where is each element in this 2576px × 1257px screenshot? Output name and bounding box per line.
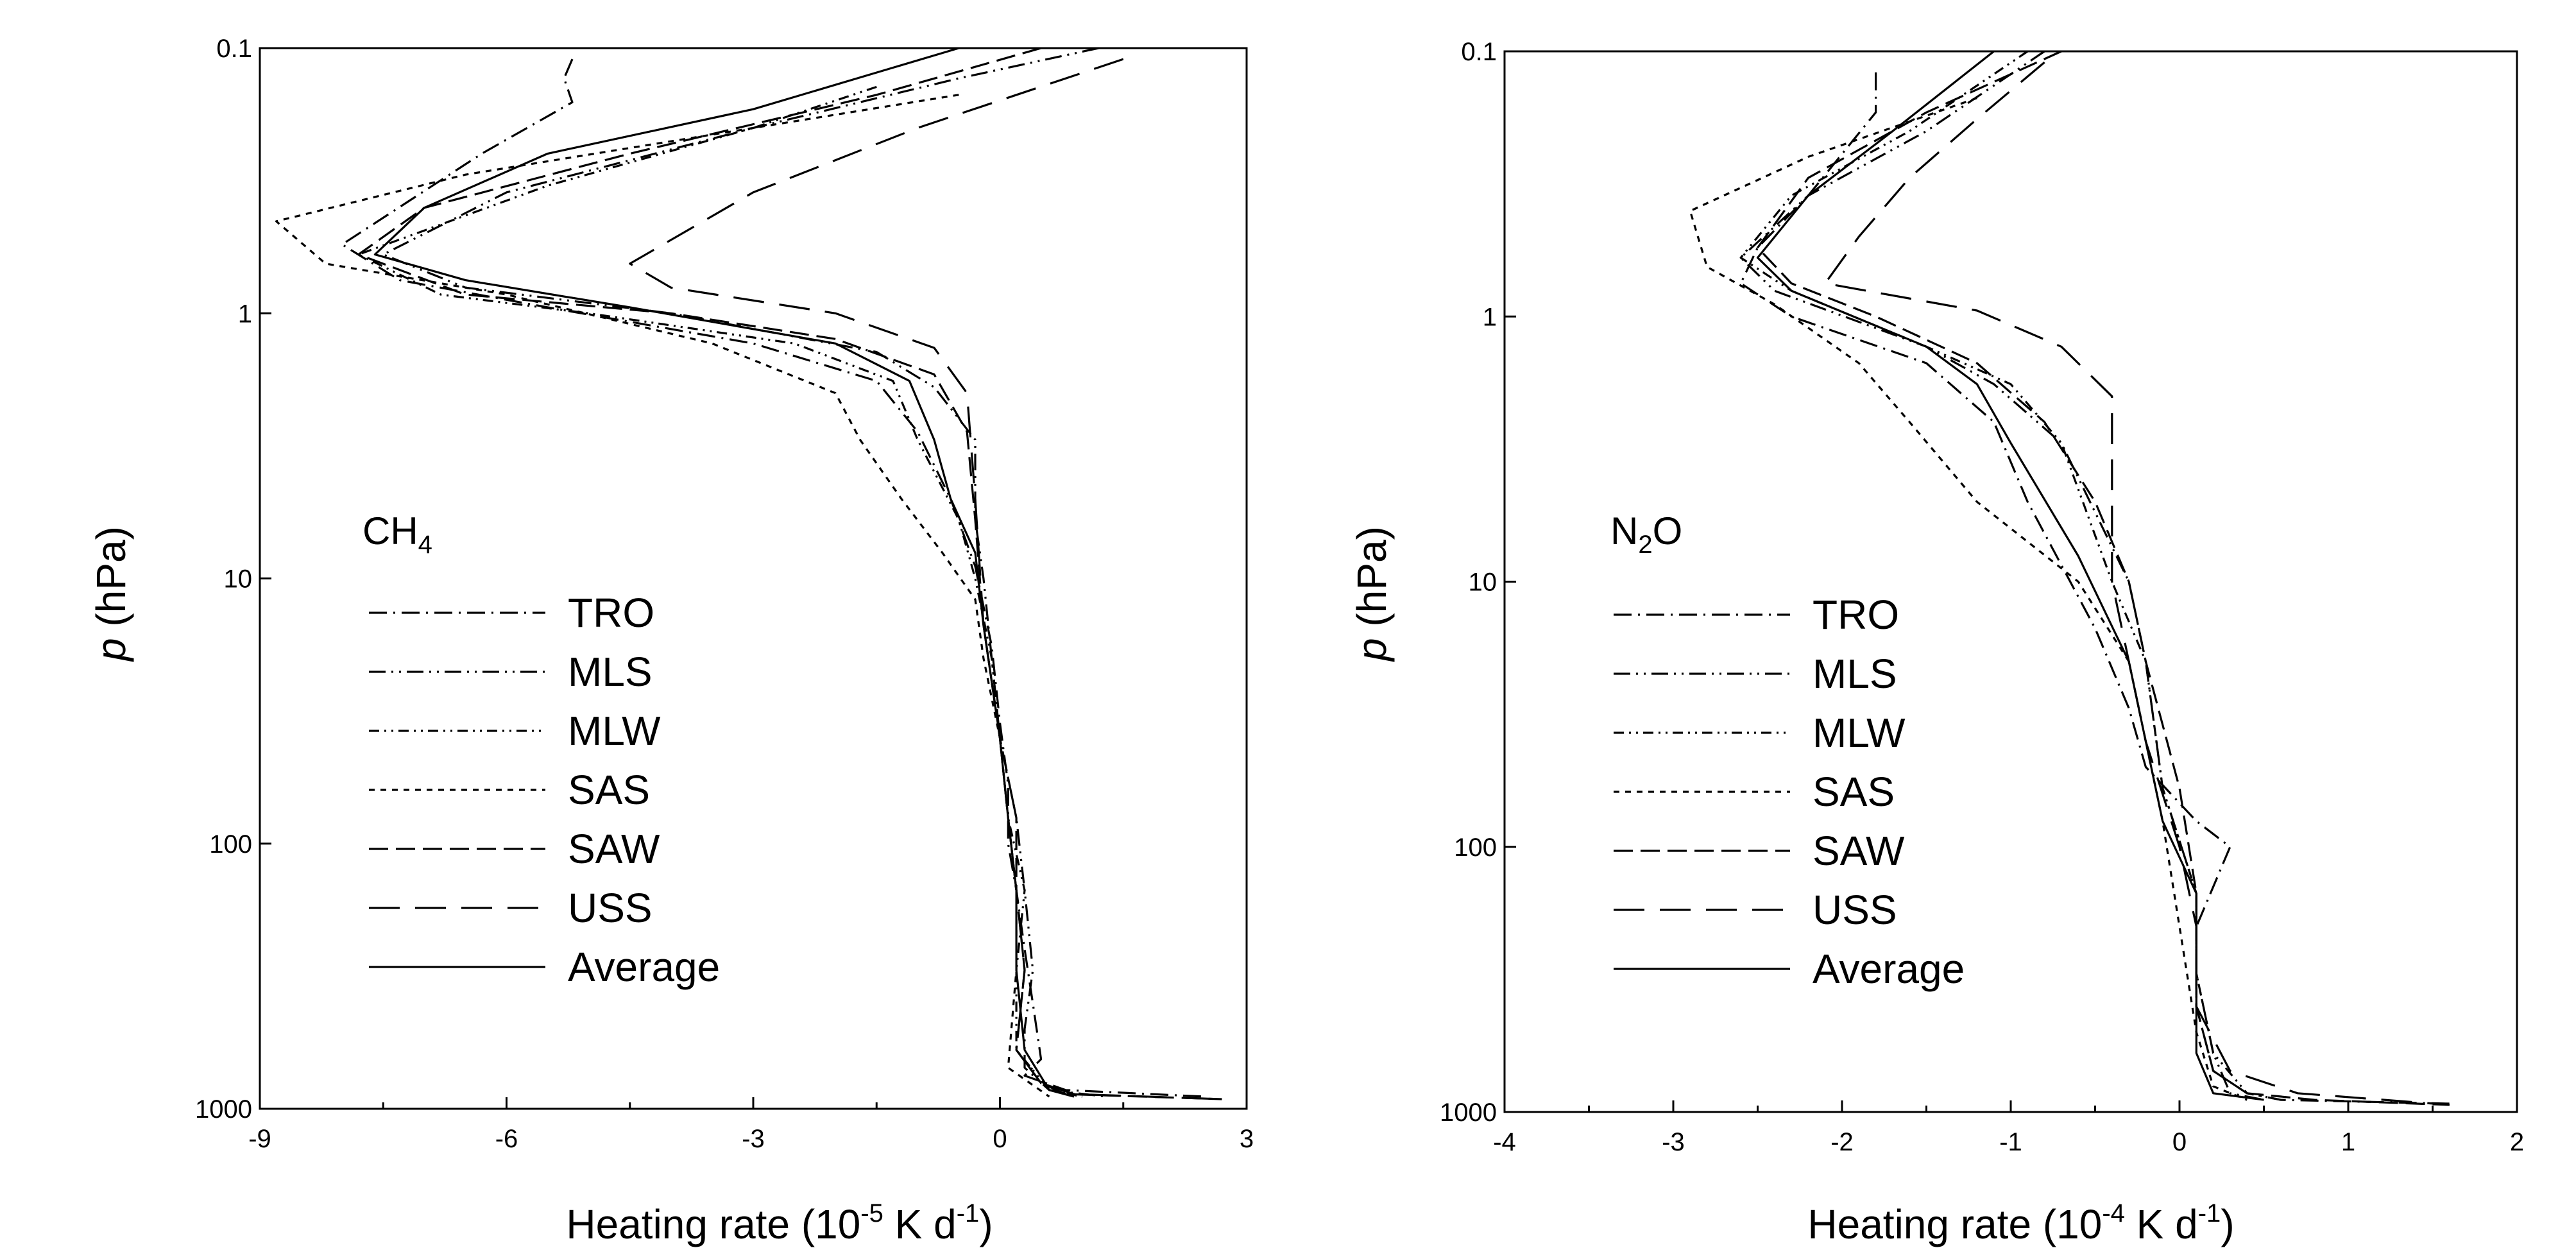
ch4-x-tick-label: -3 [742, 1125, 765, 1153]
ch4-legend-tro-label: TRO [568, 590, 654, 636]
n2o-panel: N2O Heating rate (10-4 K d-1) p (hPa) -4… [1349, 38, 2524, 1247]
n2o-legend-mls-label: MLS [1813, 651, 1897, 697]
n2o-y-tick-label: 1000 [1440, 1099, 1497, 1127]
n2o-y-axis-title: p (hPa) [1349, 526, 1395, 662]
n2o-y-tick-label: 100 [1454, 834, 1497, 862]
n2o-series-uss-line [1824, 61, 2450, 1106]
n2o-x-tick-label: -3 [1662, 1128, 1685, 1156]
n2o-legend-sas-label: SAS [1813, 769, 1895, 815]
ch4-series-mlw-line [357, 85, 1083, 1098]
n2o-legend-saw-label: SAW [1813, 828, 1905, 874]
ch4-y-tick-label: 10 [224, 565, 253, 594]
ch4-series-uss-line [629, 58, 1222, 1100]
ch4-series-average-line [373, 47, 1075, 1098]
ch4-panel: CH4 Heating rate (10-5 K d-1) p (hPa) -9… [88, 35, 1254, 1247]
ch4-legend-mls-label: MLS [568, 649, 653, 695]
n2o-x-tick-label: 0 [2172, 1128, 2187, 1156]
n2o-x-tick-label: 1 [2341, 1128, 2355, 1156]
ch4-legend-mlw-label: MLW [568, 708, 661, 754]
n2o-series-average-line [1756, 50, 2264, 1101]
n2o-legend-average-label: Average [1813, 946, 1965, 992]
ch4-y-axis-title: p (hPa) [88, 526, 134, 662]
n2o-x-tick-label: 2 [2510, 1128, 2524, 1156]
ch4-legend-saw-label: SAW [568, 826, 660, 872]
ch4-x-tick-label: -9 [248, 1125, 271, 1153]
ch4-series-tro-line [341, 58, 1206, 1098]
n2o-x-tick-label: -1 [1999, 1128, 2022, 1156]
ch4-series-mls-line [382, 47, 1107, 1098]
ch4-panel-label: CH4 [363, 509, 432, 559]
n2o-series-mls-line [1739, 50, 2264, 1101]
ch4-x-axis-title: Heating rate (10-5 K d-1) [566, 1199, 993, 1247]
ch4-y-tick-label: 100 [209, 830, 252, 859]
n2o-y-tick-label: 10 [1469, 569, 1497, 597]
n2o-y-tick-label: 1 [1483, 303, 1497, 331]
ch4-legend-sas-label: SAS [568, 767, 650, 813]
n2o-panel-label: N2O [1610, 509, 1682, 559]
n2o-x-tick-label: -4 [1493, 1128, 1516, 1156]
n2o-x-axis-title: Heating rate (10-4 K d-1) [1807, 1199, 2234, 1247]
n2o-series-saw-line [1756, 50, 2450, 1106]
ch4-x-tick-label: 3 [1240, 1125, 1254, 1153]
ch4-x-tick-label: 0 [993, 1125, 1007, 1153]
n2o-legend-mlw-label: MLW [1813, 710, 1906, 756]
ch4-x-tick-label: -6 [495, 1125, 518, 1153]
ch4-y-tick-label: 0.1 [216, 35, 252, 63]
ch4-plot-frame [259, 47, 1248, 1110]
ch4-series-sas-line [275, 94, 1050, 1098]
n2o-x-tick-label: -2 [1830, 1128, 1854, 1156]
n2o-series-sas-line [1689, 97, 2248, 1101]
n2o-legend-tro-label: TRO [1813, 592, 1899, 638]
ch4-legend-average-label: Average [568, 944, 720, 990]
n2o-plot-frame [1503, 50, 2518, 1113]
n2o-series-mlw-line [1739, 50, 2282, 1101]
n2o-y-tick-label: 0.1 [1461, 38, 1497, 66]
ch4-legend-uss-label: USS [568, 885, 653, 931]
ch4-y-tick-label: 1 [238, 300, 252, 328]
ch4-series-saw-line [357, 47, 1222, 1100]
ch4-y-tick-label: 1000 [195, 1095, 252, 1124]
n2o-legend-uss-label: USS [1813, 887, 1897, 933]
